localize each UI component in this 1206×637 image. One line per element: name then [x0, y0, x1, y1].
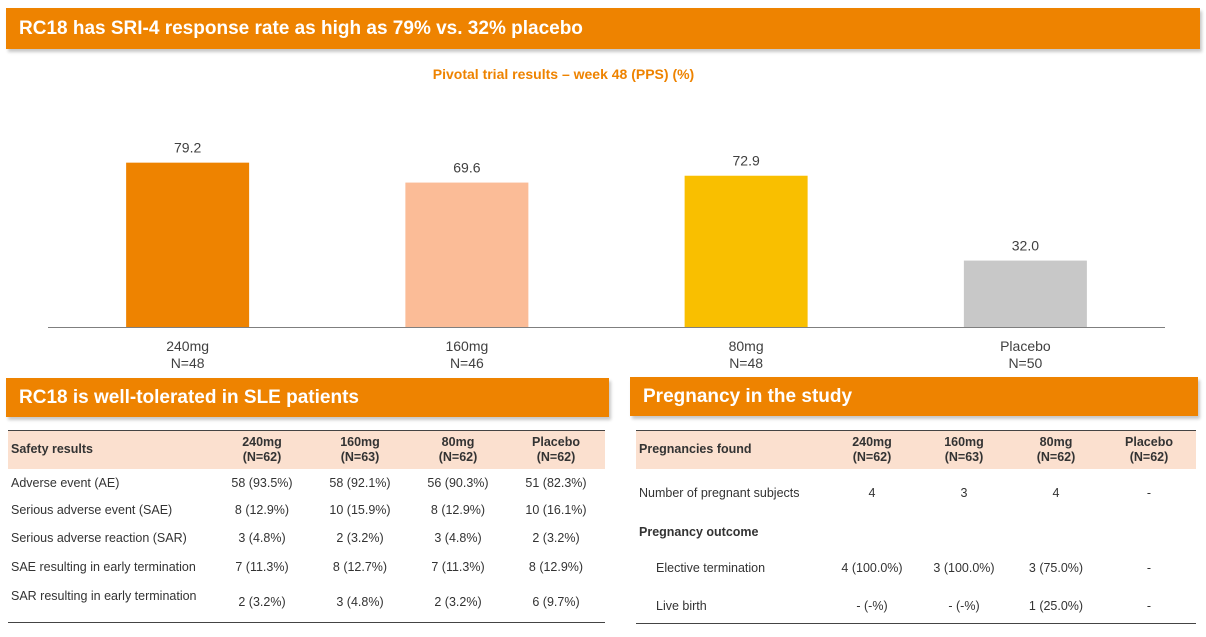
safety-header-row: Safety results 240mg (N=62) 160mg (N=63) 8… [8, 430, 605, 469]
top-banner: RC18 has SRI-4 response rate as high as … [6, 8, 1200, 49]
safety-col-header: 160mg (N=63) [311, 430, 409, 469]
row-label: Serious adverse reaction (SAR) [11, 530, 187, 545]
table-cell: 1 (25.0%) [1028, 598, 1084, 613]
category-n-label: N=48 [171, 355, 205, 371]
category-label: 160mg [445, 338, 488, 354]
table-cell: 4 (100.0%) [841, 560, 903, 575]
table-cell: - [1146, 598, 1152, 613]
bar-value-label: 32.0 [1012, 238, 1039, 254]
bar-chart: 79.2240mgN=4869.6160mgN=4672.980mgN=4832… [48, 140, 1165, 371]
table-cell: 3 (4.8%) [238, 530, 286, 545]
bar-value-label: 69.6 [453, 160, 480, 176]
table-row: Number of pregnant subjects 4 3 4 - [636, 469, 1196, 517]
pregnancy-col-header: 240mg (N=62) [826, 430, 918, 469]
pregnancy-col-header: 160mg (N=63) [918, 430, 1010, 469]
safety-banner: RC18 is well-tolerated in SLE patients [6, 378, 609, 417]
row-label: SAE resulting in early termination [11, 560, 196, 574]
table-row: Serious adverse reaction (SAR) 3 (4.8%) … [8, 524, 605, 552]
table-cell: 8 (12.9%) [430, 503, 486, 517]
table-row: Live birth - (-%) - (-%) 1 (25.0%) - [636, 589, 1196, 624]
row-label: Adverse event (AE) [11, 475, 120, 490]
bar [405, 182, 529, 327]
category-label: 240mg [166, 338, 209, 354]
table-cell: 2 (3.2%) [532, 530, 580, 545]
table-cell: 3 (4.8%) [434, 530, 482, 545]
pregnancy-col-header: 80mg (N=62) [1010, 430, 1102, 469]
top-banner-title: RC18 has SRI-4 response rate as high as … [19, 17, 583, 39]
pregnancy-header-row: Pregnancies found 240mg (N=62) 160mg (N=63… [636, 430, 1196, 469]
table-row: Elective termination 4 (100.0%) 3 (100.0… [636, 547, 1196, 589]
pregnancy-header-label: Pregnancies found [636, 430, 826, 469]
pregnancy-banner-title: Pregnancy in the study [643, 385, 853, 407]
table-cell: 6 (9.7%) [532, 595, 580, 610]
row-label: Elective termination [656, 560, 766, 575]
row-label: Serious adverse event (SAE) [11, 503, 173, 517]
table-row: Serious adverse event (SAE) 8 (12.9%) 10… [8, 497, 605, 524]
table-cell: 2 (3.2%) [434, 595, 482, 610]
bar [684, 175, 808, 327]
table-cell: 10 (15.9%) [329, 503, 391, 517]
category-label: Placebo [1000, 338, 1051, 354]
table-cell: 8 (12.9%) [528, 560, 584, 574]
table-cell: 3 (100.0%) [933, 560, 995, 575]
table-cell: 2 (3.2%) [238, 595, 286, 610]
table-cell: 58 (93.5%) [231, 475, 293, 490]
table-cell: 10 (16.1%) [525, 503, 587, 517]
chart-title: Pivotal trial results – week 48 (PPS) (%… [432, 66, 695, 82]
table-cell: - [1146, 485, 1152, 500]
table-cell: 3 (4.8%) [336, 595, 384, 610]
bar-value-label: 79.2 [174, 140, 201, 156]
table-cell: - (-%) [948, 598, 980, 613]
row-label: Live birth [656, 598, 707, 613]
table-row: Adverse event (AE) 58 (93.5%) 58 (92.1%)… [8, 469, 605, 497]
table-row: Pregnancy outcome [636, 517, 1196, 547]
pregnancy-banner: Pregnancy in the study [630, 377, 1198, 416]
section-label: Pregnancy outcome [639, 524, 759, 539]
safety-col-header: 80mg (N=62) [409, 430, 507, 469]
category-n-label: N=50 [1008, 355, 1042, 371]
safety-col-header: 240mg (N=62) [213, 430, 311, 469]
category-n-label: N=46 [450, 355, 484, 371]
table-cell: 56 (90.3%) [427, 475, 489, 490]
pregnancy-col-header: Placebo (N=62) [1102, 430, 1196, 469]
table-cell: 51 (82.3%) [525, 475, 587, 490]
safety-table: Safety results 240mg (N=62) 160mg (N=63) 8… [8, 430, 605, 623]
table-cell: - (-%) [856, 598, 888, 613]
table-cell: 8 (12.9%) [234, 503, 290, 517]
category-n-label: N=48 [729, 355, 763, 371]
table-cell: 8 (12.7%) [332, 560, 388, 574]
table-cell: 4 [868, 485, 876, 500]
table-cell: 3 (75.0%) [1028, 560, 1084, 575]
table-cell: 7 (11.3%) [235, 560, 289, 574]
bar [963, 260, 1087, 327]
table-cell: 4 [1052, 485, 1060, 500]
table-cell: 7 (11.3%) [431, 560, 485, 574]
safety-col-header: Placebo (N=62) [507, 430, 605, 469]
pregnancy-table: Pregnancies found 240mg (N=62) 160mg (N=63… [636, 430, 1196, 624]
table-cell: 58 (92.1%) [329, 475, 391, 490]
table-cell: 3 [960, 485, 968, 500]
safety-header-label: Safety results [8, 430, 213, 469]
table-cell: - [1146, 560, 1152, 575]
row-label: SAR resulting in early termination [11, 588, 197, 603]
table-cell: 2 (3.2%) [336, 530, 384, 545]
bar-value-label: 72.9 [733, 153, 760, 169]
category-label: 80mg [729, 338, 764, 354]
safety-banner-title: RC18 is well-tolerated in SLE patients [19, 386, 359, 408]
row-label: Number of pregnant subjects [639, 485, 800, 500]
bar [126, 162, 250, 327]
table-row: SAR resulting in early termination 2 (3.… [8, 583, 605, 623]
table-row: SAE resulting in early termination 7 (11… [8, 552, 605, 583]
